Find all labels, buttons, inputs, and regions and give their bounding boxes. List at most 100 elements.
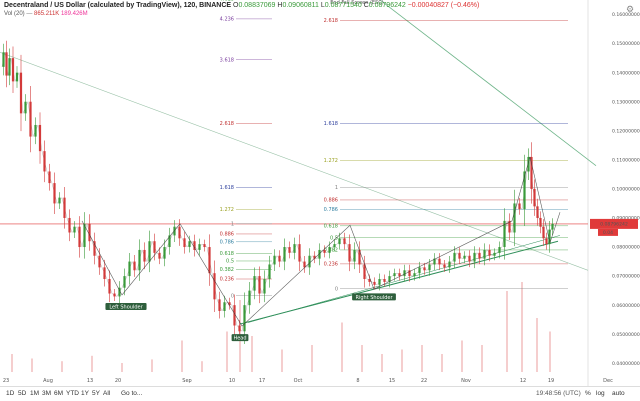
- close-label: C: [363, 2, 369, 9]
- fib-level-label: 0.5: [226, 259, 234, 265]
- candle-body: [443, 264, 446, 268]
- candle-body: [183, 238, 186, 248]
- candle-body: [398, 273, 401, 277]
- range-3m-button[interactable]: 3M: [42, 390, 52, 397]
- fib-level-label: 2.618: [324, 18, 338, 24]
- fib-level-label: 0.382: [220, 267, 234, 273]
- candle-body: [273, 255, 276, 265]
- gear-icon[interactable]: ⚙: [625, 4, 635, 14]
- volume-value-1: 865.211K: [34, 11, 60, 17]
- volume-bar: [549, 331, 551, 372]
- price-axis-panel: [588, 0, 640, 386]
- auto-toggle[interactable]: auto: [612, 390, 625, 397]
- y-tick-label: 0.15000000: [612, 41, 640, 47]
- volume-bar: [481, 345, 483, 372]
- candle-body: [5, 52, 8, 76]
- change-value: −0.00040827 (−0.46%): [407, 2, 480, 9]
- candle-body: [188, 241, 191, 248]
- range-5d-button[interactable]: 5D: [18, 390, 27, 397]
- candle-body: [68, 217, 71, 233]
- candle-body: [208, 247, 211, 274]
- range-5y-button[interactable]: 5Y: [92, 390, 100, 397]
- range-6m-button[interactable]: 6M: [54, 390, 64, 397]
- candle-body: [483, 249, 486, 259]
- volume-ma-marker: —: [26, 11, 33, 17]
- candle-body: [348, 244, 351, 262]
- volume-bar: [121, 363, 123, 372]
- candle-body: [488, 249, 491, 256]
- candle-body: [63, 197, 66, 218]
- range-1m-button[interactable]: 1M: [30, 390, 40, 397]
- candle-body: [113, 293, 116, 297]
- candle-body: [418, 267, 421, 274]
- candle-body: [463, 255, 466, 259]
- candle-body: [48, 171, 51, 184]
- candle-body: [518, 203, 521, 210]
- range-all-button[interactable]: All: [103, 390, 111, 397]
- close-value: 0.08796242: [368, 2, 406, 9]
- candle-body: [298, 244, 301, 262]
- log-toggle[interactable]: log: [596, 390, 605, 397]
- open-value: 0.08837069: [238, 2, 276, 9]
- candle-body: [438, 258, 441, 265]
- candle-body: [403, 270, 406, 277]
- range-1y-button[interactable]: 1Y: [81, 390, 89, 397]
- fib-level-label: 0.236: [220, 277, 234, 283]
- percent-toggle[interactable]: %: [585, 390, 591, 397]
- price-badge-sub-value: 0.04: [603, 230, 613, 236]
- fib-level-label: 0.382: [324, 248, 338, 254]
- candle-body: [323, 249, 326, 253]
- candle-body: [213, 273, 216, 300]
- candle-body: [293, 244, 296, 253]
- candle-body: [473, 252, 476, 262]
- volume-bar: [506, 291, 508, 372]
- candle-body: [448, 261, 451, 268]
- candle-body: [2, 52, 5, 67]
- x-tick-label: 12: [520, 378, 526, 384]
- y-tick-label: 0.06000000: [612, 303, 640, 309]
- volume-value-2: 189.426M: [60, 11, 88, 17]
- fib-level-label: 1: [335, 185, 338, 191]
- candle-body: [343, 238, 346, 245]
- candle-body: [536, 206, 539, 218]
- candle-body: [503, 220, 506, 248]
- volume-bar: [311, 345, 313, 372]
- y-tick-label: 0.04000000: [612, 361, 640, 367]
- candle-body: [383, 279, 386, 282]
- candle-body: [118, 287, 121, 297]
- goto-button[interactable]: Go to...: [121, 390, 143, 397]
- fib-level-label: 0.886: [220, 232, 234, 238]
- bottom-toolbar: 1D 5D 1M 3M 6M YTD 1Y 5Y All Go to... 19…: [0, 386, 640, 401]
- volume-bar: [341, 322, 343, 372]
- volume-bar: [201, 361, 203, 372]
- y-tick-label: 0.07000000: [612, 274, 640, 280]
- candle-body: [233, 305, 236, 326]
- candle-body: [83, 223, 86, 248]
- candle-body: [173, 226, 176, 236]
- candle-body: [93, 241, 96, 256]
- candle-body: [223, 302, 226, 311]
- candle-body: [498, 247, 501, 253]
- candle-body: [338, 238, 341, 245]
- candle-body: [363, 264, 366, 279]
- range-ytd-button[interactable]: YTD: [66, 390, 79, 397]
- candle-body: [368, 279, 371, 282]
- symbol-title: Decentraland / US Dollar (calculated by …: [4, 2, 232, 9]
- candle-body: [8, 58, 11, 76]
- range-1d-button[interactable]: 1D: [6, 390, 15, 397]
- volume-bar: [441, 354, 443, 372]
- volume-bar: [181, 340, 183, 372]
- y-tick-label: 0.09000000: [612, 216, 640, 222]
- candle-body: [158, 252, 161, 259]
- volume-bar: [91, 355, 93, 372]
- candle-body: [19, 72, 23, 114]
- candle-body: [508, 220, 511, 233]
- x-tick-label: 22: [421, 378, 427, 384]
- candle-body: [218, 299, 221, 311]
- fib-level-label: 2.618: [220, 121, 234, 127]
- candle-body: [29, 101, 32, 137]
- volume-bar: [151, 359, 153, 372]
- candle-body: [198, 244, 201, 250]
